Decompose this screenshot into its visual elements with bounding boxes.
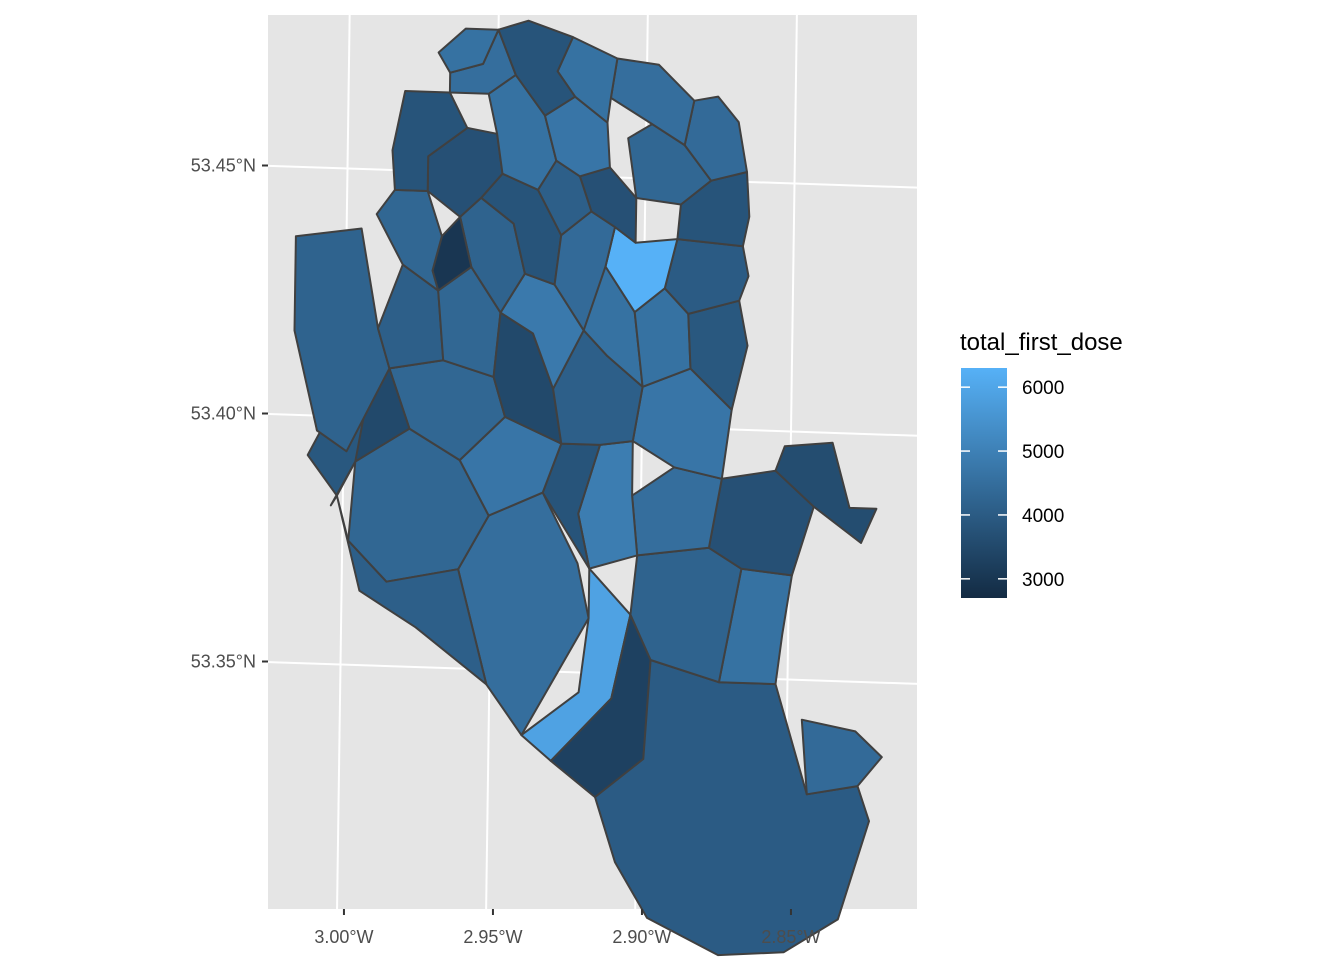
map-region-8	[800, 718, 883, 796]
map-region-11	[631, 466, 723, 557]
legend-ticks: 3000 4000 5000 6000	[961, 378, 1064, 591]
legend-colorbar	[961, 368, 1007, 598]
legend: total_first_dose 3000 4000 5000 6000	[960, 329, 1123, 598]
y-tick-label-0: 53.35°N	[191, 652, 256, 672]
legend-label-3: 6000	[1022, 378, 1064, 399]
x-tick-label-0: 3.00°W	[314, 927, 373, 947]
map-region-20	[293, 227, 391, 453]
grid-line-lat-1	[221, 659, 937, 686]
map-region-33	[375, 188, 443, 292]
legend-label-1: 4000	[1022, 506, 1064, 527]
map-region-2	[335, 494, 488, 686]
map-regions	[293, 19, 883, 957]
map-region-40	[391, 90, 469, 192]
legend-label-0: 3000	[1022, 570, 1064, 591]
grid-line-lon-5	[931, 0, 948, 960]
map-region-48	[497, 19, 577, 117]
y-tick-label-2: 53.45°N	[191, 156, 256, 176]
legend-label-2: 5000	[1022, 442, 1064, 463]
map-region-10	[774, 441, 878, 544]
y-axis: 53.35°N 53.40°N 53.45°N	[191, 156, 268, 672]
x-tick-label-2: 2.90°W	[612, 927, 671, 947]
x-tick-label-3: 2.85°W	[761, 927, 820, 947]
map-region-49	[437, 27, 500, 74]
y-tick-label-1: 53.40°N	[191, 404, 256, 424]
x-axis: 3.00°W 2.95°W 2.90°W 2.85°W	[314, 909, 821, 947]
x-tick-label-1: 2.95°W	[463, 927, 522, 947]
legend-title: total_first_dose	[960, 329, 1123, 356]
grid-line-lon-0	[186, 0, 202, 958]
